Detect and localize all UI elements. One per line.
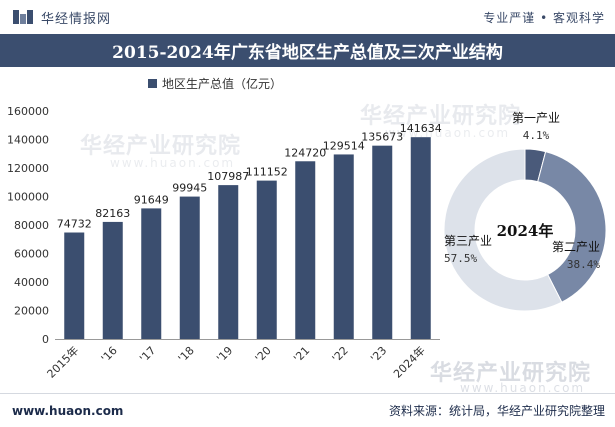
y-tick-label: 80000 [14, 219, 49, 232]
y-tick-label: 20000 [14, 305, 49, 318]
y-tick-label: 60000 [14, 248, 49, 261]
x-tick-label: '16 [99, 344, 120, 365]
x-tick-label: 2024年 [390, 343, 427, 380]
x-tick-label: 2015年 [44, 343, 81, 380]
bar [295, 161, 316, 339]
x-tick-label: '22 [330, 344, 351, 365]
brand-name: 华经情报网 [41, 11, 112, 27]
x-tick-label: '17 [137, 344, 158, 365]
y-tick-label: 0 [42, 333, 49, 346]
bar [256, 180, 277, 339]
donut-center-label: 2024年 [497, 222, 554, 240]
pie-slice [443, 148, 563, 312]
y-tick-label: 40000 [14, 276, 49, 289]
bar-value-label: 82163 [95, 207, 130, 220]
bar-value-label: 91649 [134, 193, 169, 206]
watermark-url: www.huaon.com [385, 126, 511, 140]
watermark-url: www.huaon.com [110, 156, 236, 170]
slice-name-label: 第二产业 [552, 240, 600, 254]
bar [102, 221, 123, 339]
x-tick-label: '18 [176, 344, 197, 365]
bar [333, 154, 354, 339]
legend-label: 地区生产总值（亿元） [162, 76, 282, 91]
bar [372, 145, 393, 339]
x-tick-label: '19 [214, 344, 235, 365]
brand: 华经情报网 [12, 8, 111, 27]
bar-value-label: 129514 [323, 139, 365, 152]
x-tick-label: '21 [291, 344, 312, 365]
chart-area: 地区生产总值（亿元） 0 20000 40000 60000 80000 100000 120… [7, 76, 607, 381]
bar [64, 232, 85, 339]
bar [179, 196, 200, 339]
donut-chart: 2024年 第一产业 4.1% 第二产业 38.4% 第三产业 57.5% [443, 111, 607, 312]
bar-value-label: 135673 [361, 131, 403, 144]
bar [410, 137, 431, 339]
footer: www.huaon.com 资料来源：统计局，华经产业研究院整理 [0, 393, 615, 427]
bar [218, 185, 239, 339]
bar-value-label: 107987 [207, 170, 249, 183]
bar [141, 208, 162, 339]
watermark-text: 华经产业研究院 [360, 104, 522, 129]
bar-value-label: 74732 [57, 218, 92, 231]
slogan: 专业严谨 • 客观科学 [483, 10, 605, 25]
y-tick-label: 120000 [7, 162, 49, 175]
bar-value-label: 141634 [400, 122, 442, 135]
bar-chart: 地区生产总值（亿元） 0 20000 40000 60000 80000 100000 120… [7, 76, 442, 381]
watermark-text: 华经产业研究院 [80, 134, 242, 159]
x-tick-label: '23 [368, 344, 389, 365]
bar-value-label: 111152 [246, 166, 288, 179]
bar-value-label: 99945 [172, 182, 207, 195]
chart-title: 2015-2024年广东省地区生产总值及三次产业结构 [112, 43, 503, 63]
slice-value-label: 4.1% [523, 129, 550, 142]
slice-name-label: 第三产业 [444, 234, 492, 248]
footer-source: 资料来源：统计局，华经产业研究院整理 [388, 404, 605, 418]
footer-site: www.huaon.com [12, 403, 124, 418]
slice-value-label: 57.5% [444, 252, 477, 265]
x-tick-label: '20 [253, 344, 274, 365]
bar-value-label: 124720 [284, 146, 326, 159]
legend-swatch [148, 79, 157, 88]
y-tick-label: 100000 [7, 191, 49, 204]
watermark-text: 华经产业研究院 [430, 361, 592, 386]
y-tick-label: 160000 [7, 105, 49, 118]
watermark-url: www.huaon.com [460, 381, 586, 395]
pie-slice [537, 151, 607, 303]
brand-logo-icon [13, 10, 33, 24]
slice-value-label: 38.4% [567, 258, 600, 271]
y-tick-label: 140000 [7, 134, 49, 147]
header-bar: 华经情报网 专业严谨 • 客观科学 [0, 0, 615, 34]
chart-title-bar: 2015-2024年广东省地区生产总值及三次产业结构 [0, 34, 615, 67]
slice-name-label: 第一产业 [512, 111, 560, 125]
